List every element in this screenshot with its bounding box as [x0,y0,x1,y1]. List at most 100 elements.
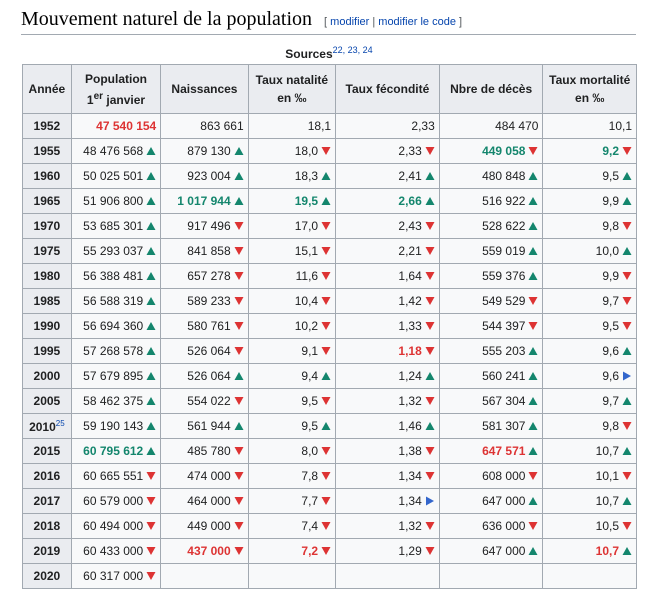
nai-value: 526 064 [187,369,231,383]
nai-value: 474 000 [187,469,231,483]
tf-cell: 1,33 [335,313,440,339]
pop-value: 47 540 154 [96,119,157,133]
year-value: 1985 [33,294,61,308]
pop-cell: 56 588 319 [70,288,162,314]
year-cell: 201025 [22,413,72,439]
triangle-up-icon [146,372,156,380]
triangle-down-icon [425,222,435,230]
pop-cell: 56 694 360 [70,313,162,339]
pop-cell: 55 293 037 [70,238,162,264]
dec-value: 544 397 [482,319,526,333]
pop-cell: 60 795 612 [70,438,162,464]
pop-value: 56 694 360 [83,319,144,333]
nai-value: 449 000 [187,519,231,533]
dec-value: 484 470 [495,119,539,133]
triangle-up-icon [146,222,156,230]
triangle-down-icon [425,347,435,355]
tm-value: 10,1 [595,469,619,483]
tm-cell: 10,1 [542,463,637,489]
tm-value: 10,0 [595,244,619,258]
tf-cell [335,563,440,589]
pop-value: 60 795 612 [83,444,144,458]
pop-value: 57 268 578 [83,344,144,358]
triangle-down-icon [425,247,435,255]
pop-value: 58 462 375 [83,394,144,408]
triangle-up-icon [146,397,156,405]
tn-value: 18,0 [294,144,319,158]
year-ref[interactable]: 25 [55,418,65,428]
year-cell: 1970 [22,213,72,239]
triangle-down-icon [146,522,156,530]
tm-value: 9,5 [602,169,619,183]
tm-cell [542,563,637,589]
triangle-up-icon [321,422,331,430]
tf-cell: 1,64 [335,263,440,289]
tn-value: 18,1 [307,119,332,133]
year-value: 2016 [33,469,61,483]
header-taux-natalite: Taux natalité en ‰ [247,64,337,114]
dec-cell: 559 019 [438,238,544,264]
triangle-up-icon [146,172,156,180]
pop-value: 50 025 501 [83,169,144,183]
nai-value: 923 004 [187,169,231,183]
year-cell: 1985 [22,288,72,314]
triangle-up-icon [146,197,156,205]
tf-value: 2,33 [398,144,422,158]
nai-cell: 561 944 [160,413,249,439]
edit-source-link[interactable]: modifier le code [378,16,456,28]
dec-value: 555 203 [482,344,526,358]
dec-cell: 608 000 [438,463,544,489]
year-value: 2010 [29,419,56,434]
triangle-up-icon [425,422,435,430]
table-row: 2019 60 433 000 437 000 7,2 1,29 647 000 10,7 [22,538,637,564]
triangle-up-icon [146,347,156,355]
year-value: 2005 [33,394,61,408]
tm-cell: 9,8 [542,413,637,439]
tm-cell: 10,5 [542,513,637,539]
triangle-up-icon [234,372,244,380]
year-value: 1952 [33,119,61,133]
year-cell: 2005 [22,388,72,414]
triangle-down-icon [321,447,331,455]
triangle-up-icon [321,172,331,180]
tm-value: 10,5 [595,519,619,533]
triangle-down-icon [146,472,156,480]
tn-cell: 18,3 [247,163,337,189]
dec-value: 636 000 [482,519,526,533]
triangle-down-icon [622,272,632,280]
tm-value: 9,9 [602,269,619,283]
caption-refs[interactable]: 22, 23, 24 [332,45,373,55]
triangle-down-icon [425,447,435,455]
tn-cell: 9,5 [247,388,337,414]
tm-value: 9,6 [602,344,619,358]
edit-link[interactable]: modifier [330,16,370,28]
dec-cell: 528 622 [438,213,544,239]
section-heading: Mouvement naturel de la population [ mod… [21,6,636,35]
year-cell: 2000 [22,363,72,389]
edit-separator: | [369,16,379,28]
tm-value: 9,5 [602,319,619,333]
triangle-down-icon [622,472,632,480]
tm-cell: 9,2 [542,138,637,164]
tn-value: 7,2 [301,544,319,558]
triangle-up-icon [425,372,435,380]
tm-cell: 10,0 [542,238,637,264]
tf-value: 2,33 [411,119,435,133]
dec-value: 647 000 [482,494,526,508]
edit-section-links: [ modifier | modifier le code ] [324,16,462,28]
section-title: Mouvement naturel de la population [21,8,313,30]
year-value: 1995 [33,344,61,358]
dec-cell: 559 376 [438,263,544,289]
nai-cell: 526 064 [160,338,249,364]
triangle-down-icon [425,547,435,555]
nai-value: 437 000 [187,544,231,558]
nai-value: 917 496 [187,219,231,233]
table-header-row: Année Population 1er janvier Naissances … [22,64,637,114]
tn-value: 10,2 [294,319,319,333]
tm-cell: 9,6 [542,338,637,364]
header-taux-natalite-line2: en ‰ [277,91,307,105]
year-cell: 2015 [22,438,72,464]
table-row: 1995 57 268 578 526 064 9,1 1,18 555 203 9,6 [22,338,637,364]
tf-cell: 1,46 [335,413,440,439]
tm-value: 9,9 [602,194,619,208]
